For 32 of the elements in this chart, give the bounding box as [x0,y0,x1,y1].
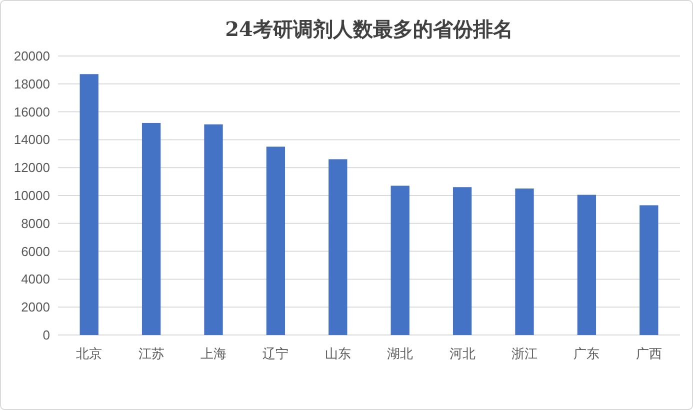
y-tick-label: 8000 [21,216,50,231]
x-tick-label: 辽宁 [262,346,289,362]
y-tick-label: 6000 [21,244,50,259]
x-tick-label: 北京 [76,347,102,362]
bar [266,146,286,335]
bar [328,159,348,335]
x-tick-label: 河北 [449,347,476,362]
bar [452,187,472,335]
y-tick-label: 14000 [14,132,50,148]
y-tick-label: 10000 [14,188,50,203]
x-tick-label: 广西 [636,347,662,362]
y-tick-label: 4000 [21,272,50,287]
bar [80,74,98,335]
bar [142,122,161,335]
x-tick-label: 湖北 [387,347,414,362]
x-tick-label: 江苏 [138,347,164,362]
bar [577,194,596,335]
bar [204,124,223,335]
y-tick-label: 20000 [14,48,50,64]
x-tick-label: 上海 [200,347,226,362]
x-tick-label: 浙江 [512,347,538,362]
bar [640,205,658,335]
bar [515,188,534,335]
y-tick-label: 18000 [14,76,50,92]
x-tick-label: 广东 [574,347,600,362]
y-tick-label: 2000 [21,300,50,315]
y-tick-label: 16000 [14,104,50,120]
x-tick-label: 山东 [324,347,351,362]
chart-title: 24考研调剂人数最多的省份排名 [225,17,513,41]
bar [390,186,410,335]
y-tick-label: 0 [42,328,50,342]
y-tick-label: 12000 [14,160,50,176]
